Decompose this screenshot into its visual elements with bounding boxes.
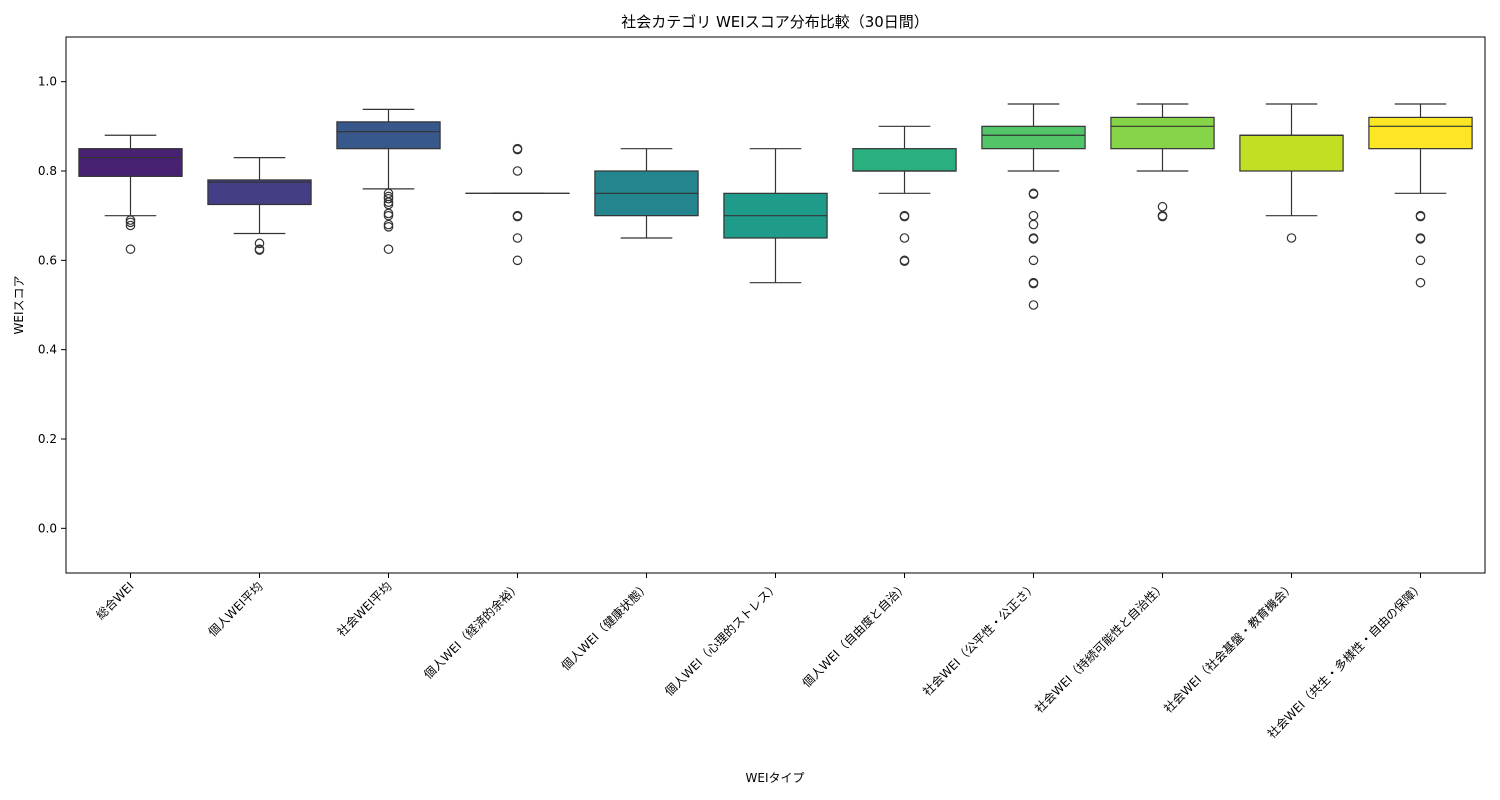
outlier-point [1157,201,1168,212]
box-body [336,121,441,150]
outlier-point [383,193,394,204]
y-tick-label: 0.8 [38,164,57,178]
outlier-point [1415,234,1426,244]
outlier-point [254,238,265,249]
outlier-point [899,256,910,267]
outlier-point [512,233,523,243]
x-tick-label: 個人WEI（自由度と自治） [799,579,911,691]
box-body [1239,134,1344,172]
box-10 [1239,103,1344,243]
outlier-point [1415,255,1426,266]
x-tick-label: 社会WEI平均 [334,579,395,640]
y-tick-label: 1.0 [38,75,57,89]
box-body [1110,116,1215,150]
box-body [852,148,957,172]
plot-frame [65,36,1486,574]
y-tick-label: 0.2 [38,432,57,446]
outlier-point [1028,278,1039,289]
box-8 [981,103,1086,310]
x-tick-label: 個人WEI（心理的ストレス） [661,579,781,699]
outlier-point [899,211,910,222]
outlier-point [125,220,136,231]
outlier-point [1028,219,1039,230]
outlier-point [512,211,523,222]
outlier-point [254,245,265,255]
outlier-point [1028,234,1039,244]
outlier-point [1415,211,1426,222]
y-tick-label: 0.0 [38,521,57,535]
chart-title: 社会カテゴリ WEIスコア分布比較（30日間） [621,13,929,31]
box-4 [465,143,570,266]
y-axis-label: WEIスコア [12,276,26,335]
x-tick-label: 社会WEI（社会基盤・教育機会） [1160,579,1297,716]
x-tick-label: 社会WEI（公平性・公正さ） [919,579,1039,699]
outlier-point [125,244,136,254]
outlier-point [1028,300,1039,310]
box-body [981,125,1086,150]
outlier-point [1028,210,1039,221]
box-5 [594,148,699,239]
x-tick-label: 総合WEI [93,579,137,623]
x-tick-label: 社会WEI（持続可能性と自治性） [1031,579,1168,716]
x-tick-label: 個人WEI平均 [206,579,266,639]
outlier-point [512,255,523,266]
box-6 [723,148,828,284]
outlier-point [512,144,523,155]
box-body [1368,116,1473,150]
outlier-point [1028,189,1039,200]
box-body [207,179,312,206]
outlier-point [1028,255,1039,266]
box-9 [1110,103,1215,222]
box-3 [336,108,441,254]
y-tick-label: 0.6 [38,253,57,267]
x-tick-label: 個人WEI（健康状態） [558,579,653,674]
outlier-point [383,222,394,232]
outlier-point [899,233,910,243]
outlier-point [125,217,136,228]
y-tick-label: 0.4 [38,343,57,357]
outlier-point [1157,211,1168,222]
outlier-point [1286,233,1297,243]
outlier-point [512,166,523,176]
box-2 [207,157,312,255]
x-axis-label: WEIタイプ [746,771,805,785]
box-1 [78,134,183,254]
x-tick-label: 社会WEI（共生・多様性・自由の保障） [1264,579,1427,742]
box-7 [852,125,957,267]
box-11 [1368,103,1473,288]
outlier-point [1415,277,1426,288]
x-tick-label: 個人WEI（経済的余裕） [420,579,523,682]
box-body [78,148,183,177]
outlier-point [383,244,394,254]
